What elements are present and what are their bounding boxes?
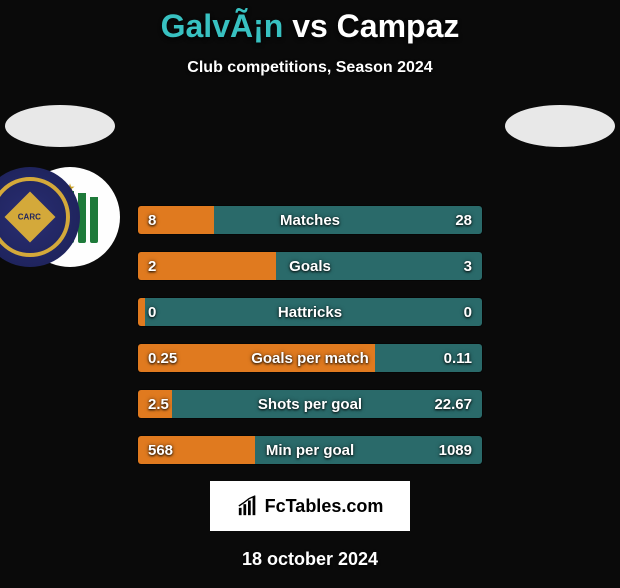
stat-value-right: 0.11 xyxy=(434,344,482,372)
stat-value-right: 1089 xyxy=(429,436,482,464)
club-badge-right-text: CARC xyxy=(18,212,41,221)
stat-value-right: 3 xyxy=(454,252,482,280)
stat-value-left: 0 xyxy=(138,298,166,326)
stat-row: Goals per match0.25 0.11 xyxy=(137,343,483,373)
player1-silhouette xyxy=(5,105,115,147)
stat-label: Hattricks xyxy=(138,298,482,326)
stat-value-left: 2 xyxy=(138,252,166,280)
stats-list: Matches8 28 Goals2 3 Hattricks0 0 Goals per ma… xyxy=(137,205,483,465)
stat-label: Matches xyxy=(138,206,482,234)
subtitle: Club competitions, Season 2024 xyxy=(0,59,620,77)
stat-value-right: 22.67 xyxy=(424,390,482,418)
chart-icon xyxy=(237,495,259,517)
stat-value-right: 28 xyxy=(445,206,482,234)
stat-value-left: 0.25 xyxy=(138,344,187,372)
club-badge-right-ring: CARC xyxy=(0,177,70,257)
comparison-title: GalvÃ¡n vs Campaz xyxy=(0,8,620,45)
stat-row: Hattricks0 0 xyxy=(137,297,483,327)
date-label: 18 october 2024 xyxy=(0,549,620,570)
stat-row: Matches8 28 xyxy=(137,205,483,235)
stat-value-left: 8 xyxy=(138,206,166,234)
stat-value-left: 568 xyxy=(138,436,183,464)
player2-silhouette xyxy=(505,105,615,147)
club-badge-right-diamond: CARC xyxy=(5,192,56,243)
vs-label: vs xyxy=(292,8,328,44)
stat-label: Goals xyxy=(138,252,482,280)
player1-name: GalvÃ¡n xyxy=(161,8,284,44)
stat-row: Shots per goal2.522.67 xyxy=(137,389,483,419)
stat-label: Goals per match xyxy=(138,344,482,372)
player2-name: Campaz xyxy=(337,8,460,44)
stat-row: Min per goal5681089 xyxy=(137,435,483,465)
stat-value-right: 0 xyxy=(454,298,482,326)
brand-footer: FcTables.com xyxy=(210,481,410,531)
stat-row: Goals2 3 xyxy=(137,251,483,281)
stat-value-left: 2.5 xyxy=(138,390,179,418)
content-area: ★ CARC Matches828Goals23Hattricks00Goals… xyxy=(0,105,620,465)
brand-label: FcTables.com xyxy=(265,496,384,517)
